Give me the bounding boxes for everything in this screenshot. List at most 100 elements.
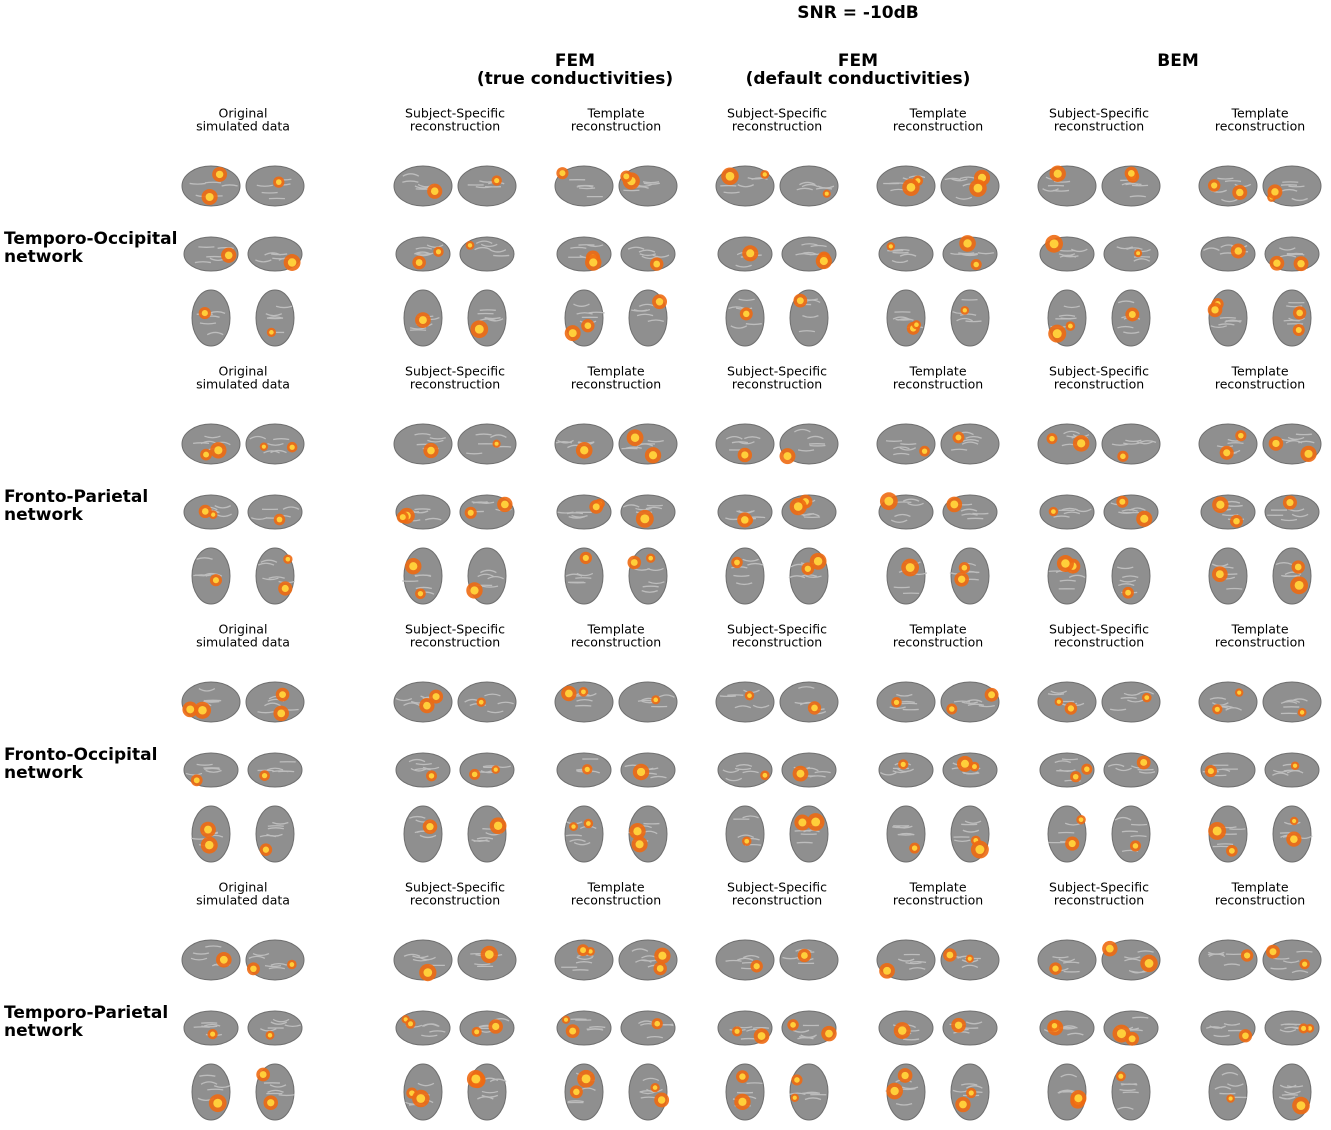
brain-sulcus bbox=[266, 833, 283, 837]
brain-sulcus bbox=[798, 330, 816, 333]
brain-view bbox=[1264, 752, 1320, 788]
brain-sulcus bbox=[788, 575, 806, 579]
brain-sulcus bbox=[752, 704, 770, 709]
brain-view bbox=[1039, 234, 1095, 272]
brain-sulcus bbox=[493, 254, 510, 257]
brain-sulcus bbox=[796, 187, 813, 191]
brain-sulcus bbox=[962, 829, 980, 833]
brain-view bbox=[715, 681, 775, 723]
brain-sulcus bbox=[725, 777, 743, 782]
brain-sulcus bbox=[966, 1085, 983, 1089]
brain-view bbox=[876, 681, 936, 723]
brain-sulcus bbox=[1116, 246, 1133, 250]
activation-core bbox=[1105, 944, 1114, 953]
activation-core bbox=[725, 171, 735, 181]
activation-core bbox=[1233, 517, 1240, 525]
network-label: Temporo-Parietal bbox=[4, 1003, 168, 1023]
column-label: Subject-Specific bbox=[1049, 364, 1149, 379]
brain-view bbox=[1198, 423, 1258, 465]
activation-core bbox=[250, 965, 257, 973]
activation-core bbox=[1307, 1026, 1313, 1031]
brain-sulcus bbox=[638, 249, 656, 253]
brain-sulcus bbox=[1117, 325, 1134, 329]
activation-core bbox=[261, 444, 266, 449]
activation-core bbox=[470, 586, 479, 595]
brain-view bbox=[885, 1063, 926, 1121]
brain-sulcus bbox=[890, 519, 908, 523]
brain-view bbox=[886, 289, 926, 347]
brain-sulcus bbox=[567, 1100, 584, 1103]
activation-core bbox=[1119, 498, 1126, 505]
column-label: reconstruction bbox=[571, 893, 661, 908]
brain-sulcus bbox=[1206, 1026, 1223, 1029]
brain-sulcus bbox=[1275, 562, 1293, 566]
brain-view bbox=[1103, 752, 1159, 788]
brain-sulcus bbox=[395, 697, 413, 702]
brain-sulcus bbox=[909, 960, 927, 964]
brain-view bbox=[715, 939, 775, 981]
column-label: Subject-Specific bbox=[727, 880, 827, 895]
brain-sulcus bbox=[272, 770, 289, 773]
brain-sulcus bbox=[636, 313, 654, 317]
brain-sulcus bbox=[1291, 970, 1309, 974]
brain-sulcus bbox=[256, 184, 273, 187]
activation-core bbox=[1237, 690, 1242, 695]
brain-view bbox=[1039, 494, 1095, 530]
brain-sulcus bbox=[1212, 702, 1229, 706]
brain-view bbox=[403, 805, 443, 863]
activation-core bbox=[285, 556, 291, 562]
brain-sulcus bbox=[1281, 574, 1298, 578]
brain-surface bbox=[564, 805, 604, 863]
brain-view bbox=[457, 939, 517, 981]
brain-sulcus bbox=[1058, 314, 1076, 317]
activation-core bbox=[648, 451, 658, 460]
activation-core bbox=[963, 239, 972, 248]
brain-sulcus bbox=[571, 515, 588, 518]
column-label: reconstruction bbox=[732, 119, 822, 134]
brain-sulcus bbox=[1067, 1032, 1084, 1036]
brain-view bbox=[627, 547, 668, 605]
activation-core bbox=[1271, 188, 1279, 196]
brain-sulcus bbox=[885, 440, 903, 442]
column-label: Subject-Specific bbox=[727, 106, 827, 121]
brain-sulcus bbox=[267, 827, 285, 830]
brain-sulcus bbox=[978, 705, 995, 708]
activation-core bbox=[630, 559, 638, 566]
activation-core bbox=[744, 838, 750, 844]
brain-sulcus bbox=[747, 562, 764, 566]
brain-surface bbox=[950, 547, 990, 605]
activation-core bbox=[1077, 439, 1086, 448]
activation-core bbox=[967, 956, 972, 961]
activation-core bbox=[1301, 1025, 1307, 1032]
activation-core bbox=[259, 1071, 267, 1078]
brain-sulcus bbox=[260, 559, 278, 563]
brain-sulcus bbox=[814, 770, 831, 774]
activation-core bbox=[914, 322, 919, 328]
brain-sulcus bbox=[1210, 325, 1227, 329]
brain-sulcus bbox=[810, 244, 827, 248]
brain-sulcus bbox=[1138, 771, 1156, 774]
brain-sulcus bbox=[194, 261, 212, 264]
brain-sulcus bbox=[894, 513, 911, 517]
activation-core bbox=[757, 1032, 766, 1040]
activation-core bbox=[1234, 247, 1243, 255]
brain-sulcus bbox=[1296, 950, 1313, 953]
brain-sulcus bbox=[792, 1029, 810, 1033]
brain-view bbox=[878, 1010, 934, 1046]
brain-sulcus bbox=[742, 815, 759, 819]
brain-view bbox=[393, 681, 453, 723]
activation-core bbox=[198, 705, 207, 715]
brain-sulcus bbox=[267, 1089, 284, 1093]
brain-view bbox=[1103, 494, 1159, 530]
brain-view bbox=[402, 547, 443, 605]
column-label: Subject-Specific bbox=[727, 364, 827, 379]
brain-view bbox=[393, 423, 453, 465]
brain-view bbox=[191, 547, 231, 605]
brain-view bbox=[789, 289, 829, 347]
brain-sulcus bbox=[1123, 331, 1140, 334]
network-label: network bbox=[4, 505, 84, 525]
brain-sulcus bbox=[733, 574, 750, 577]
brain-view bbox=[618, 939, 678, 981]
brain-view bbox=[395, 236, 451, 272]
activation-core bbox=[1269, 948, 1277, 956]
